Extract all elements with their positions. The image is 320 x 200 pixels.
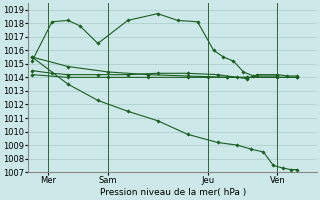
X-axis label: Pression niveau de la mer( hPa ): Pression niveau de la mer( hPa ) — [100, 188, 246, 197]
